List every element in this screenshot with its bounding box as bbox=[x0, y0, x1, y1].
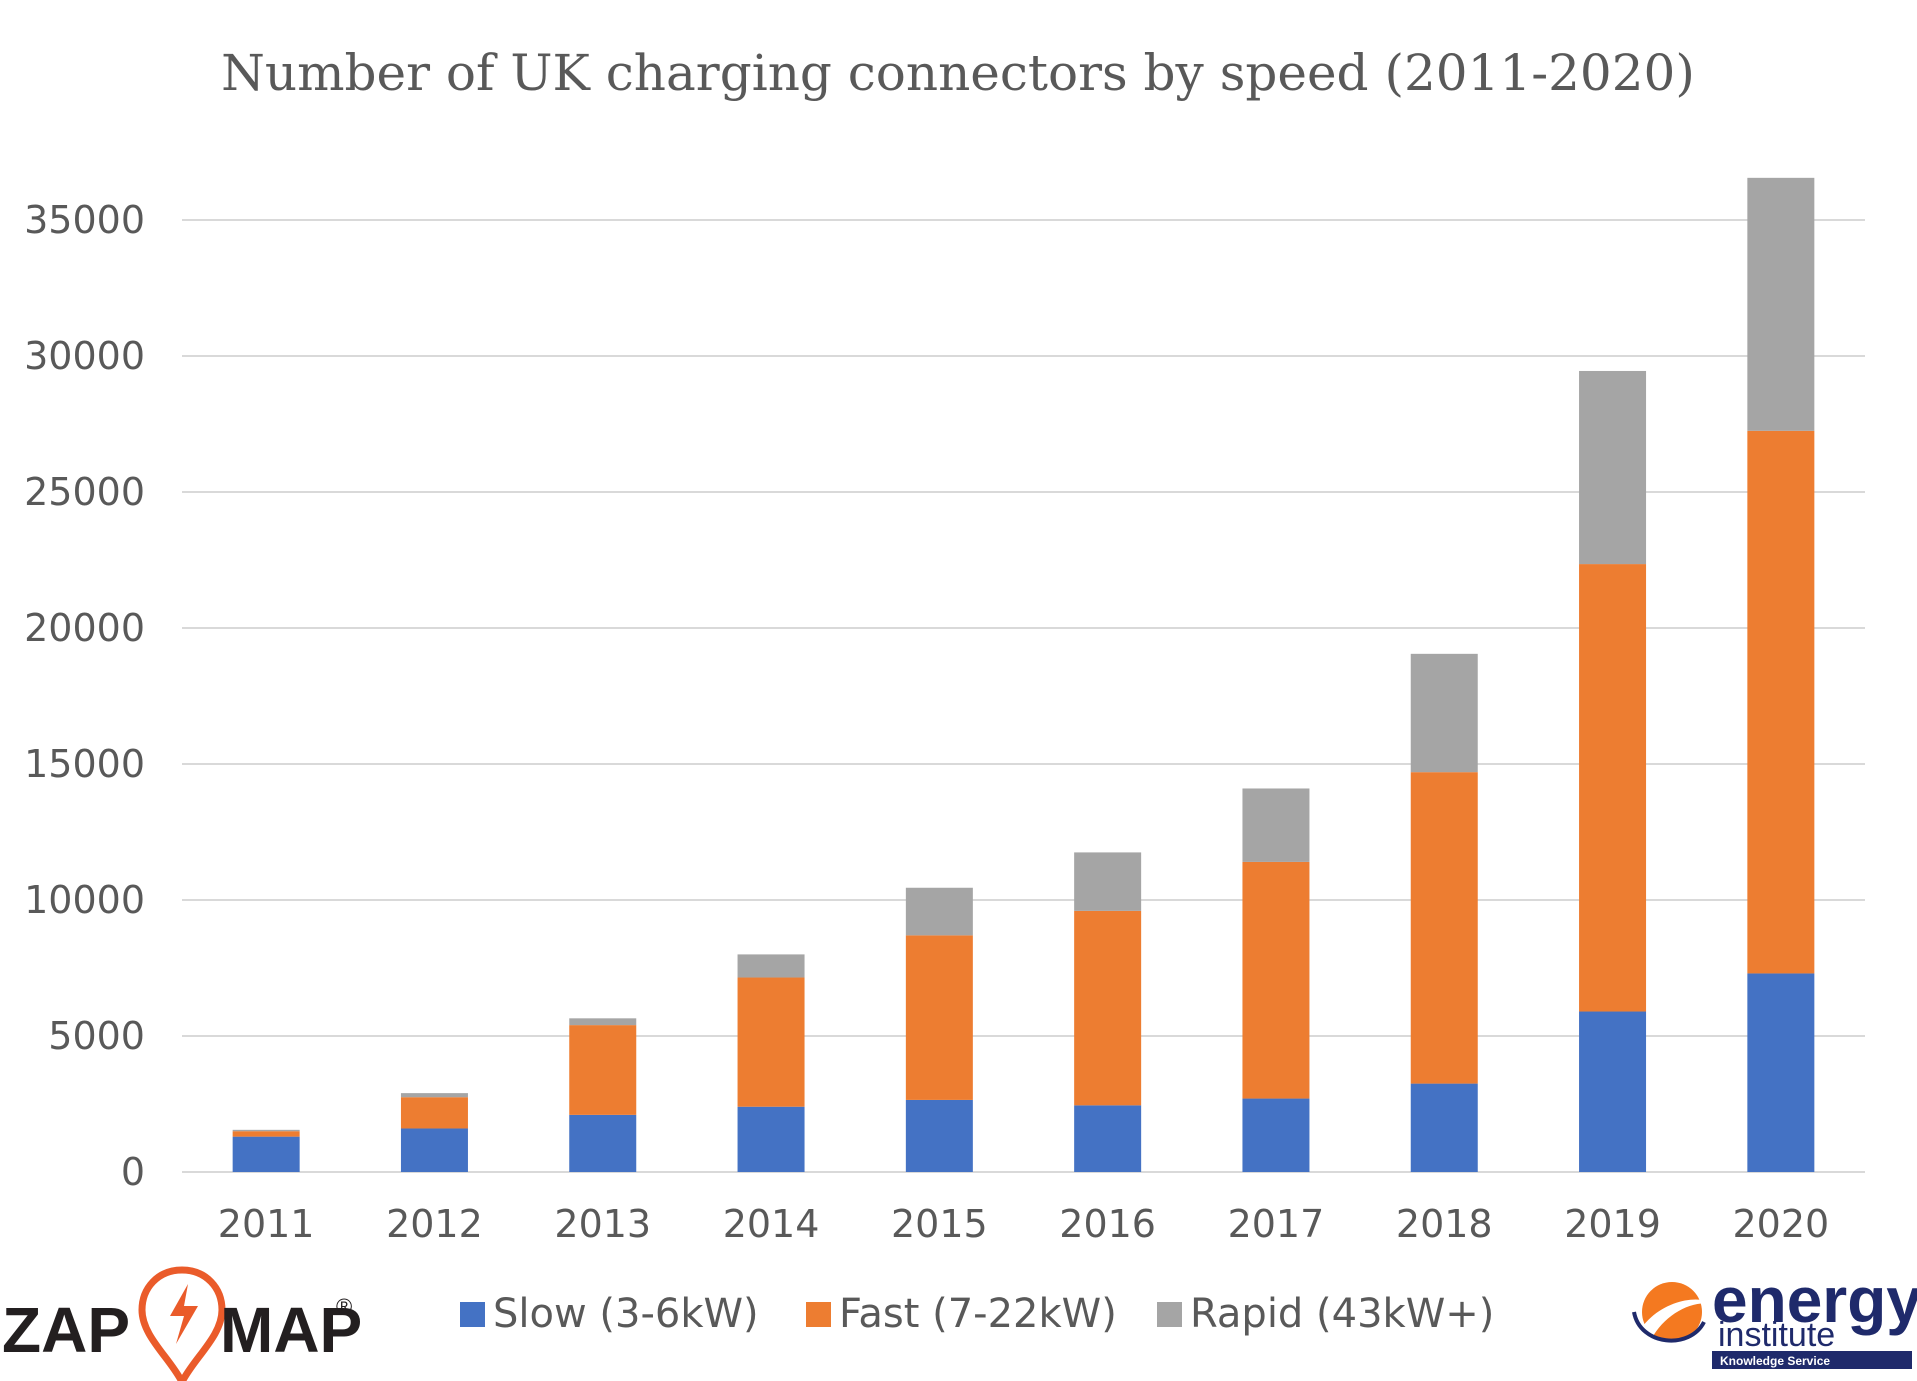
bar-segment bbox=[232, 1129, 300, 1132]
x-tick-label: 2020 bbox=[1732, 1202, 1829, 1246]
y-tick-label: 15000 bbox=[24, 742, 145, 786]
y-tick-label: 35000 bbox=[24, 198, 145, 242]
y-tick-label: 20000 bbox=[24, 606, 145, 650]
bar-segment bbox=[1579, 1011, 1647, 1172]
legend-swatch bbox=[806, 1302, 831, 1327]
legend-swatch bbox=[1157, 1302, 1182, 1327]
bar-segment bbox=[1410, 772, 1478, 1084]
legend-swatch bbox=[460, 1302, 485, 1327]
bar-segment bbox=[400, 1093, 468, 1098]
bar-segment bbox=[1074, 910, 1142, 1106]
bar-segment bbox=[1747, 177, 1815, 431]
bar-segment bbox=[1579, 564, 1647, 1012]
x-tick-label: 2013 bbox=[554, 1202, 651, 1246]
legend-label: Fast (7-22kW) bbox=[839, 1291, 1117, 1337]
energy-institute-logo: energy institute Knowledge Service bbox=[1632, 1264, 1917, 1369]
bar-segment bbox=[737, 954, 805, 978]
legend-label: Slow (3-6kW) bbox=[493, 1291, 759, 1337]
bar-segment bbox=[905, 1099, 973, 1172]
x-tick-label: 2012 bbox=[386, 1202, 483, 1246]
energy-institute-line2: institute bbox=[1718, 1316, 1835, 1354]
energy-institute-tagline: Knowledge Service bbox=[1720, 1354, 1830, 1368]
x-tick-label: 2014 bbox=[723, 1202, 820, 1246]
bar-segment bbox=[1074, 1105, 1142, 1172]
x-tick-label: 2015 bbox=[891, 1202, 988, 1246]
x-tick-label: 2017 bbox=[1228, 1202, 1325, 1246]
y-tick-label: 30000 bbox=[24, 334, 145, 378]
bar-segment bbox=[1242, 788, 1310, 862]
bar-segment bbox=[569, 1114, 637, 1172]
bars bbox=[232, 177, 1815, 1172]
bar-segment bbox=[737, 977, 805, 1107]
legend: Slow (3-6kW) Fast (7-22kW) Rapid (43kW+) bbox=[460, 1291, 1494, 1337]
bar-segment bbox=[1747, 430, 1815, 974]
chart-title: Number of UK charging connectors by spee… bbox=[221, 44, 1695, 102]
tagline-bar bbox=[1712, 1351, 1912, 1369]
y-tick-label: 25000 bbox=[24, 470, 145, 514]
bar-segment bbox=[400, 1128, 468, 1172]
bar-segment bbox=[1074, 852, 1142, 911]
energy-institute-line1: energy bbox=[1712, 1264, 1917, 1336]
legend-label: Rapid (43kW+) bbox=[1190, 1291, 1494, 1337]
lightning-pin-icon bbox=[138, 1266, 226, 1381]
zapmap-logo-left: ZAP bbox=[2, 1294, 130, 1366]
bar-segment bbox=[1747, 973, 1815, 1172]
bar-segment bbox=[1410, 653, 1478, 773]
y-axis-ticks: 0 5000 10000 15000 20000 25000 30000 35000 bbox=[24, 198, 145, 1194]
x-tick-label: 2011 bbox=[218, 1202, 315, 1246]
x-tick-label: 2019 bbox=[1564, 1202, 1661, 1246]
x-tick-label: 2018 bbox=[1396, 1202, 1493, 1246]
x-axis-ticks: 2011 2012 2013 2014 2015 2016 2017 2018 2019 2020 bbox=[218, 1202, 1829, 1246]
registered-mark: ® bbox=[336, 1294, 352, 1319]
bar-segment bbox=[1410, 1083, 1478, 1172]
bar-segment bbox=[905, 935, 973, 1100]
zapmap-logo: ZAP MAP ® bbox=[2, 1266, 362, 1381]
bar-segment bbox=[1579, 370, 1647, 565]
bar-segment bbox=[569, 1018, 637, 1026]
bar-segment bbox=[905, 887, 973, 936]
y-tick-label: 5000 bbox=[48, 1014, 145, 1058]
bar-segment bbox=[569, 1025, 637, 1115]
bar-segment bbox=[232, 1131, 300, 1137]
bar-segment bbox=[1242, 1098, 1310, 1172]
x-tick-label: 2016 bbox=[1059, 1202, 1156, 1246]
globe-swirl-icon bbox=[1632, 1282, 1712, 1343]
bar-segment bbox=[232, 1136, 300, 1172]
bar-segment bbox=[737, 1106, 805, 1172]
y-tick-label: 0 bbox=[121, 1150, 145, 1194]
bar-segment bbox=[1242, 861, 1310, 1099]
y-tick-label: 10000 bbox=[24, 878, 145, 922]
zapmap-logo-right: MAP bbox=[220, 1294, 362, 1366]
bar-segment bbox=[400, 1097, 468, 1129]
